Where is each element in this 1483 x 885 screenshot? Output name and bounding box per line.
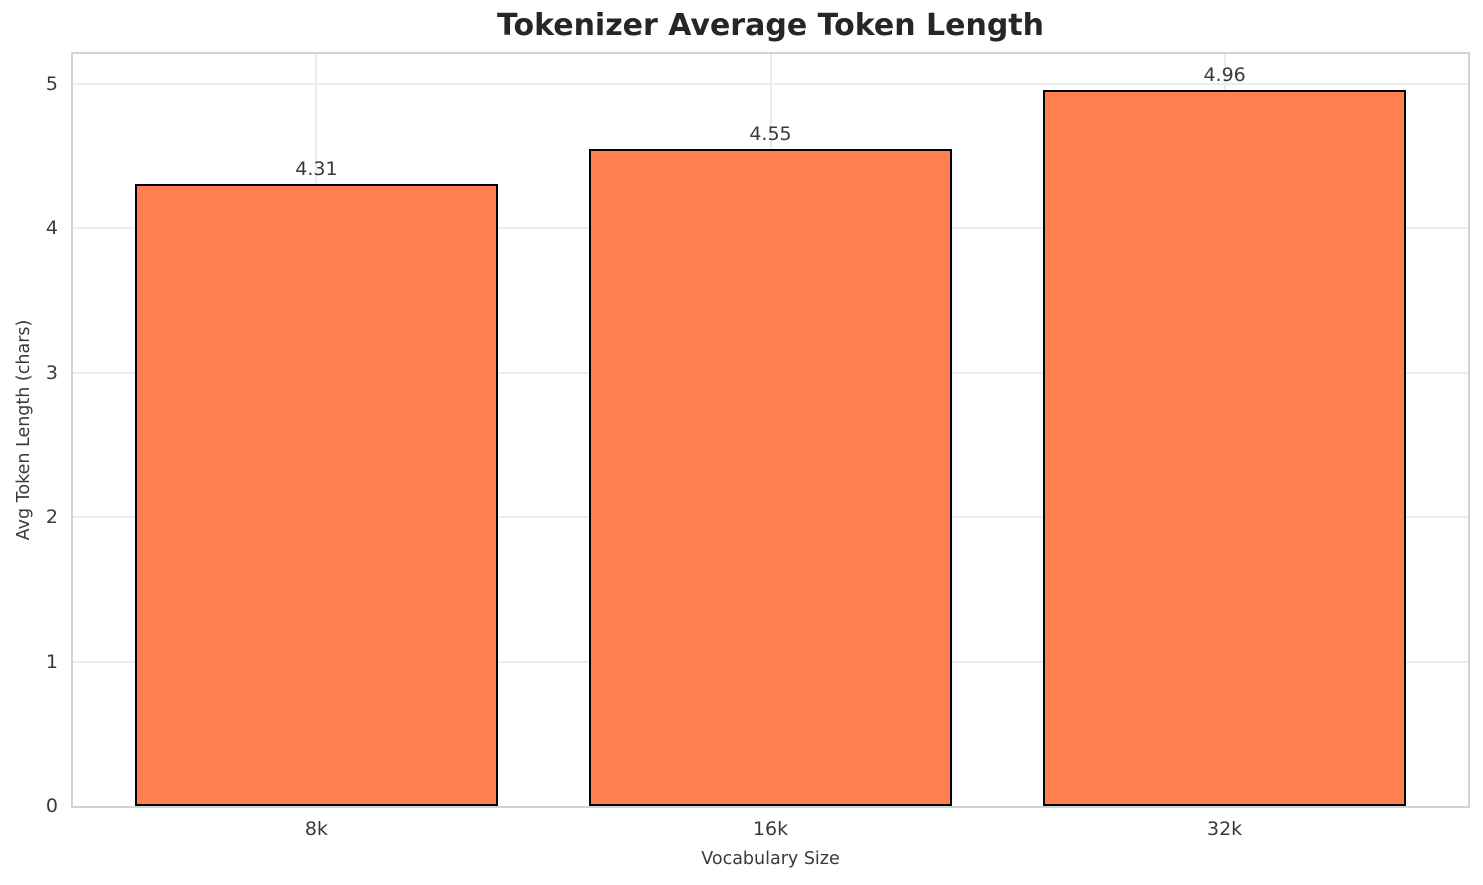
- y-tick-label: 3: [45, 361, 58, 384]
- bar-value-label: 4.96: [1203, 64, 1246, 86]
- y-tick-label: 5: [45, 72, 58, 95]
- bar-8k: [135, 184, 498, 806]
- x-tick-label: 32k: [1207, 818, 1243, 840]
- bar-value-label: 4.31: [295, 158, 338, 180]
- bar-32k: [1043, 90, 1406, 806]
- x-tick-label: 16k: [752, 818, 789, 840]
- x-tick-label: 8k: [304, 818, 328, 840]
- bar-value-label: 4.55: [749, 123, 792, 145]
- y-tick-label: 2: [45, 506, 58, 529]
- chart-title: Tokenizer Average Token Length: [496, 8, 1044, 43]
- y-tick-label: 0: [45, 795, 58, 817]
- y-tick-label: 1: [45, 650, 58, 673]
- plot-area: 4.31 4.55 4.96: [71, 52, 1470, 808]
- y-tick-label: 4: [45, 217, 58, 240]
- y-axis-title: Avg Token Length (chars): [14, 319, 34, 541]
- bar-16k: [589, 149, 952, 806]
- x-axis-title: Vocabulary Size: [701, 849, 840, 869]
